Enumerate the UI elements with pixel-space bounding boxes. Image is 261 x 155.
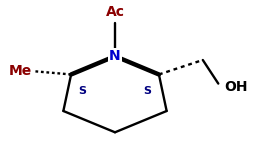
Text: N: N xyxy=(109,49,121,63)
Text: S: S xyxy=(143,86,151,96)
Text: OH: OH xyxy=(225,80,248,94)
Text: Me: Me xyxy=(9,64,32,78)
Text: S: S xyxy=(79,86,87,96)
Text: Ac: Ac xyxy=(105,5,124,19)
